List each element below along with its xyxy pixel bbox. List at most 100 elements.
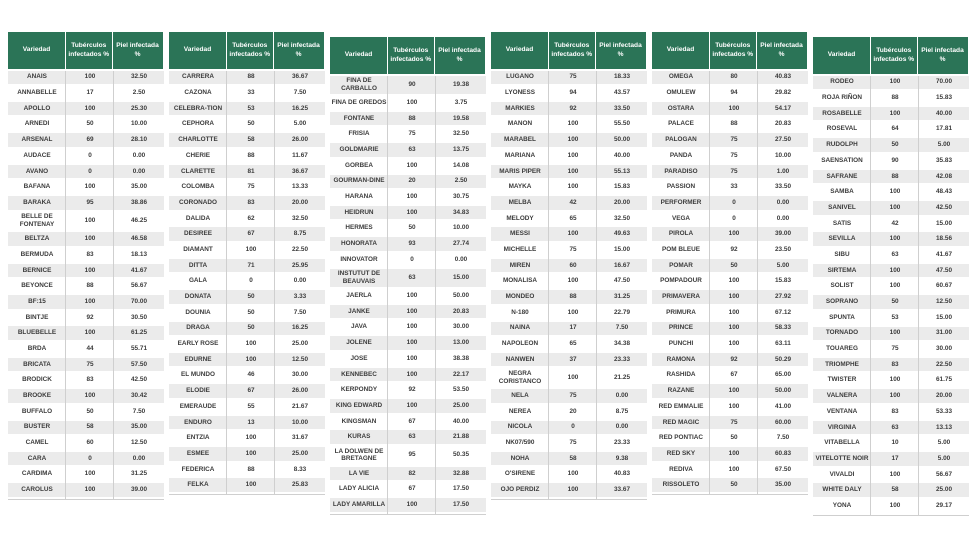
variety-cell: BELTZA [24,235,50,243]
table-row: SIRTEMA 100 47.50 [813,263,969,278]
variety-cell: KENNEBEC [341,370,377,378]
header-skin-infected: Piel infectada % [273,32,324,69]
tubers-cell: 63 [408,433,416,441]
variety-cell: ENTZIA [186,434,210,442]
variety-cell: SAFRANE [826,172,858,180]
tubers-cell: 100 [406,323,418,331]
tubers-cell: 100 [728,230,740,238]
variety-cell: APOLLO [23,104,51,112]
tubers-cell: 100 [84,217,96,225]
skin-cell: 0.00 [132,151,146,159]
variety-cell: SOPRANO [825,298,859,306]
tubers-cell: 100 [728,402,740,410]
variety-cell: BRICATA [23,360,51,368]
variety-cell: FEDERICA [181,465,215,473]
tubers-cell: 20 [569,407,577,415]
column-divider [709,70,710,495]
table-row: PRIMURA 100 67.12 [652,305,808,320]
skin-cell: 58.33 [775,324,791,332]
tubers-cell: 92 [730,245,738,253]
variety-cell: JOSE [350,354,368,362]
table-row: YONA 100 29.17 [813,499,969,513]
variety-cell: LUGANO [506,73,534,81]
skin-cell: 7.50 [132,407,146,415]
tubers-cell: 100 [406,354,418,362]
table-row: KING EDWARD 100 25.00 [330,399,486,413]
skin-cell: 30.50 [131,313,147,321]
skin-cell: 67.50 [775,465,791,473]
skin-cell: 55.13 [614,167,630,175]
variety-cell: OJO PERDIZ [500,486,540,494]
tubers-cell: 100 [889,235,901,243]
table-row: CHERIE 88 11.67 [169,148,325,163]
table-row: CAMEL 60 12.50 [8,436,164,450]
tubers-cell: 67 [408,485,416,493]
skin-cell: 34.83 [453,208,469,216]
tubers-cell: 100 [84,470,96,478]
variety-cell: REDIVA [669,465,693,473]
skin-cell: 47.50 [614,277,630,285]
tubers-cell: 58 [569,454,577,462]
skin-cell: 28.10 [131,136,147,144]
table-row: OMULEW 94 29.82 [652,86,808,100]
skin-cell: 46.25 [131,217,147,225]
tubers-cell: 100 [889,470,901,478]
table-row: TWISTER 100 61.75 [813,373,969,388]
skin-cell: 31.00 [936,329,952,337]
variety-cell: JANKE [348,307,370,315]
tubers-cell: 100 [889,203,901,211]
variety-cell: MARKIES [505,104,535,112]
skin-cell: 63.11 [775,340,791,348]
tubers-cell: 58 [891,486,899,494]
skin-cell: 0.00 [615,392,629,400]
skin-cell: 2.50 [132,89,146,97]
variety-cell: DITTA [188,261,208,269]
tubers-cell: 67 [730,371,738,379]
table-row: AUDACE 0 0.00 [8,148,164,163]
skin-cell: 42.08 [936,172,952,180]
table-row: JAERLA 100 50.00 [330,289,486,303]
table-row: LADY AMARILLA 100 17.50 [330,498,486,512]
tubers-cell: 100 [84,329,96,337]
tubers-cell: 0 [732,198,736,206]
tubers-cell: 50 [86,120,94,128]
skin-cell: 39.00 [775,230,791,238]
tubers-cell: 88 [86,282,94,290]
variety-cell: HEIDRUN [344,208,374,216]
tubers-cell: 75 [569,439,577,447]
tubers-cell: 83 [247,198,255,206]
variety-cell: MONDEO [505,293,535,301]
variety-cell: SANIVEL [828,203,856,211]
table-row: FRISIA 75 32.50 [330,127,486,141]
table-row: OSTARA 100 54.17 [652,101,808,116]
skin-cell: 38.86 [131,198,147,206]
table-row: SEVILLA 100 18.56 [813,232,969,246]
variety-cell: PALOGAN [665,136,697,144]
skin-cell: 13.13 [936,423,952,431]
skin-cell: 42.50 [131,376,147,384]
table-row: SOPRANO 50 12.50 [813,295,969,309]
column-divider [870,75,871,515]
variety-cell: PUNCHI [668,340,694,348]
variety-cell: RODEO [830,78,854,86]
table-row: ROSEVAL 64 17.81 [813,122,969,137]
tubers-cell: 100 [567,120,579,128]
variety-cell: RASHIDA [666,371,696,379]
skin-cell: 60.00 [775,418,791,426]
table-row: PIROLA 100 39.00 [652,227,808,241]
table-row: VEGA 0 0.00 [652,211,808,226]
skin-cell: 40.83 [775,73,791,81]
tubers-cell: 100 [889,282,901,290]
table-body: CARRERA 88 36.67 CAZONA 33 7.50 CELEBRA-… [169,70,325,496]
tubers-cell: 65 [569,340,577,348]
table-row: SAENSATION 90 35.83 [813,153,969,168]
variety-cell: ROJA RIÑON [822,94,862,102]
skin-cell: 41.00 [775,402,791,410]
variety-cell: LYONESS [505,89,535,97]
table-row: O'SIRENE 100 40.83 [491,467,647,482]
variety-cell: EARLY ROSE [177,340,219,348]
header-skin-infected: Piel infectada % [756,32,807,69]
variety-cell: HERMES [345,224,373,232]
skin-cell: 19.38 [453,80,469,88]
skin-cell: 22.17 [453,370,469,378]
